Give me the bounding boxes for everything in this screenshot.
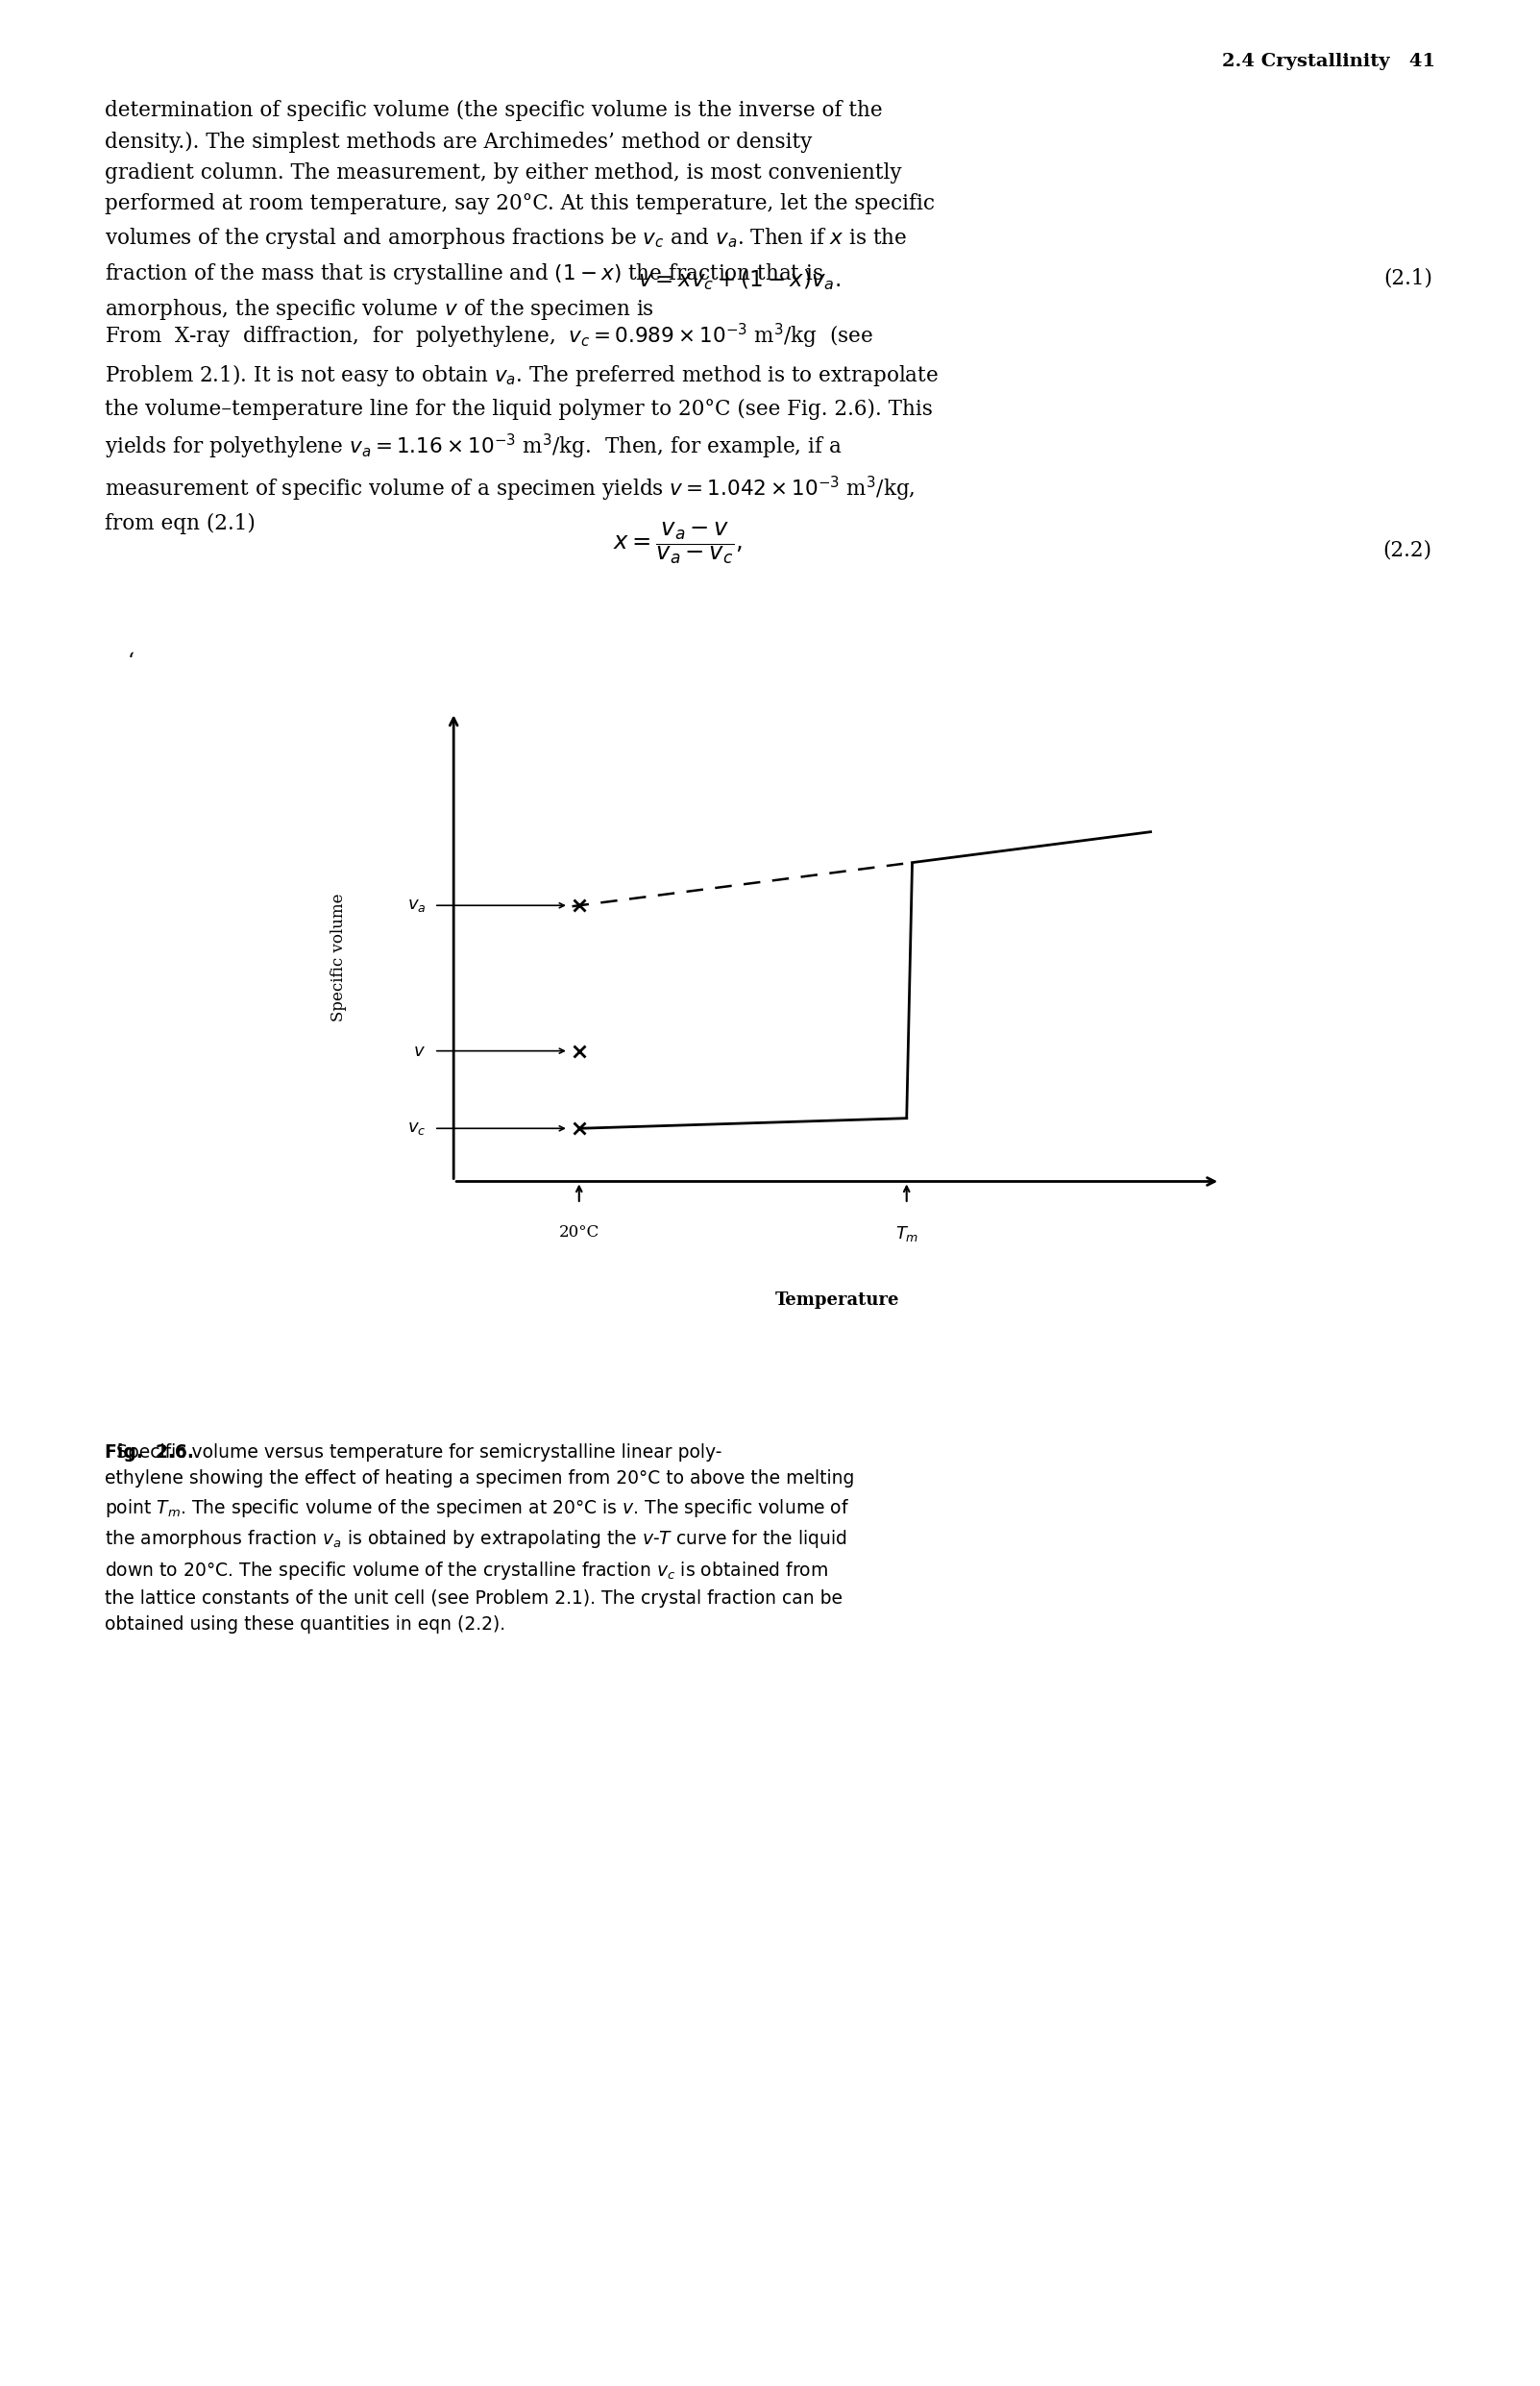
Text: $v_c$: $v_c$ [407,1119,425,1138]
Text: 2.4 Crystallinity   41: 2.4 Crystallinity 41 [1221,52,1435,69]
Text: Temperature: Temperature [775,1291,899,1310]
Text: $T_m$: $T_m$ [895,1224,918,1243]
Text: Fig.  2.6.: Fig. 2.6. [105,1444,194,1463]
Text: determination of specific volume (the specific volume is the inverse of the
dens: determination of specific volume (the sp… [105,100,935,322]
Text: Specific volume versus temperature for semicrystalline linear poly-
ethylene sho: Specific volume versus temperature for s… [105,1444,855,1634]
Text: $v_a$: $v_a$ [407,897,425,914]
Text: $v$: $v$ [413,1043,425,1059]
Text: Specific volume: Specific volume [331,892,346,1021]
Text: 20°C: 20°C [559,1224,599,1241]
Text: $x = \dfrac{v_a - v}{v_a - v_c},$: $x = \dfrac{v_a - v}{v_a - v_c},$ [613,520,742,565]
Text: From  X-ray  diffraction,  for  polyethylene,  $v_c = 0.989 \times 10^{-3}$ m$^3: From X-ray diffraction, for polyethylene… [105,322,939,534]
Text: ‘: ‘ [128,651,134,673]
Text: $v = xv_c + (1-x)v_a.$: $v = xv_c + (1-x)v_a.$ [638,267,841,291]
Text: (2.1): (2.1) [1383,267,1432,289]
Text: (2.2): (2.2) [1383,539,1432,561]
